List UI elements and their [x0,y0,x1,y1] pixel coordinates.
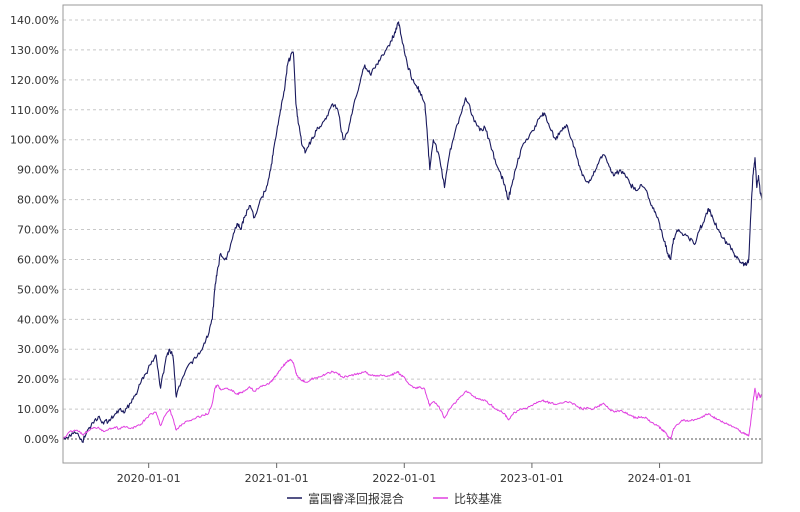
y-tick-label: 40.00% [17,313,59,326]
x-tick-label: 2023-01-01 [500,472,564,485]
y-tick-label: 130.00% [10,44,59,57]
series-line-fund [62,21,763,443]
y-tick-label: 50.00% [17,283,59,296]
y-tick-label: 20.00% [17,373,59,386]
legend-label-fund: 富国睿泽回报混合 [308,491,404,506]
y-tick-label: 70.00% [17,224,59,237]
y-tick-label: 140.00% [10,14,59,27]
x-tick-label: 2020-01-01 [117,472,181,485]
x-tick-label: 2022-01-01 [372,472,436,485]
y-tick-label: 0.00% [24,433,59,446]
x-tick-label: 2024-01-01 [628,472,692,485]
y-tick-label: 60.00% [17,253,59,266]
y-tick-label: 90.00% [17,164,59,177]
plot-frame [62,4,763,464]
y-axis-ticks: 0.00% 10.00% 20.00% 30.00% 40.00% 50.00% 60.00… [10,14,59,446]
x-axis-ticks: 2020-01-01 2021-01-01 2022-01-01 2023-01-01… [117,463,692,485]
y-tick-label: 100.00% [10,134,59,147]
y-tick-label: 10.00% [17,403,59,416]
series-lines [62,21,763,443]
legend-label-benchmark: 比较基准 [454,491,502,506]
grid-lines [63,19,762,410]
x-tick-label: 2021-01-01 [245,472,309,485]
y-tick-label: 30.00% [17,343,59,356]
y-tick-label: 120.00% [10,74,59,87]
y-tick-label: 80.00% [17,194,59,207]
y-tick-label: 110.00% [10,104,59,117]
series-line-benchmark [62,358,763,440]
legend: 富国睿泽回报混合 比较基准 [287,491,502,506]
